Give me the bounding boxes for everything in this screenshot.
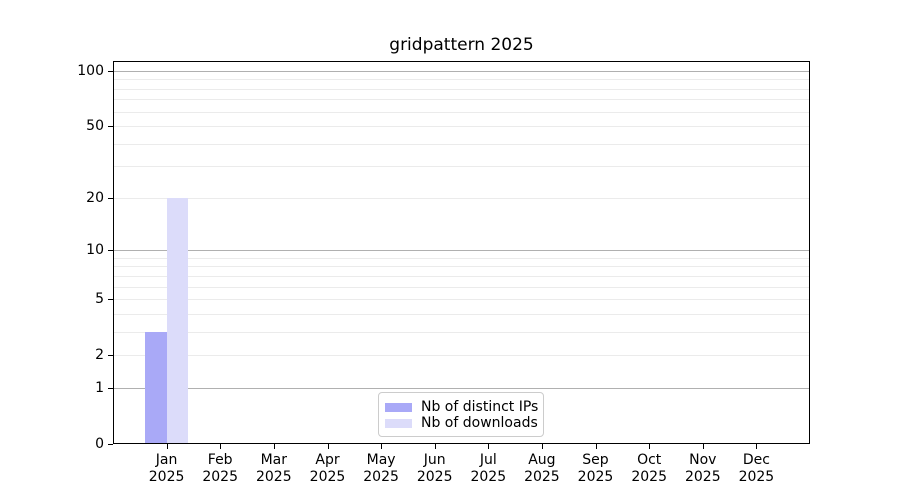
y-tick-label: 10 (86, 242, 104, 259)
bar-jan-series0 (145, 331, 167, 443)
x-tick-month: Jan (155, 452, 178, 468)
y-tick-mark (108, 387, 113, 389)
x-tick-label: Jan 2025 (137, 452, 197, 486)
y-tick-mark (108, 299, 113, 301)
minor-gridline (114, 143, 809, 145)
x-tick-label: Aug 2025 (512, 452, 572, 486)
plot-frame (113, 61, 810, 444)
x-tick-mark (220, 444, 222, 449)
x-tick-mark (381, 444, 383, 449)
x-tick-mark (541, 444, 543, 449)
minor-gridline (114, 313, 809, 315)
x-tick-label: Nov 2025 (673, 452, 733, 486)
y-tick-label: 20 (86, 189, 104, 206)
x-tick-year: 2025 (470, 469, 507, 485)
x-tick-month: Aug (528, 452, 556, 468)
x-tick-month: Oct (637, 452, 662, 468)
x-tick-year: 2025 (416, 469, 453, 485)
x-tick-label: Jun 2025 (405, 452, 465, 486)
x-tick-year: 2025 (255, 469, 292, 485)
x-tick-year: 2025 (524, 469, 560, 485)
bar-jan-series1 (166, 197, 189, 443)
minor-gridline (114, 286, 809, 288)
minor-gridline (114, 197, 809, 199)
x-tick-label: Jul 2025 (458, 452, 518, 486)
minor-gridline (114, 79, 809, 81)
minor-gridline (114, 355, 809, 357)
y-tick-label: 100 (77, 62, 104, 79)
minor-gridline (114, 266, 809, 268)
legend-swatch-distinct-ips (385, 402, 412, 412)
y-tick-label: 50 (86, 118, 104, 135)
minor-gridline (114, 88, 809, 90)
major-gridline (114, 70, 809, 72)
legend-item-distinct-ips: Nb of distinct IPs (385, 399, 543, 415)
minor-gridline (114, 331, 809, 333)
x-tick-month: Dec (742, 452, 770, 468)
minor-gridline (114, 299, 809, 301)
major-gridline (114, 387, 809, 389)
x-tick-mark (488, 444, 490, 449)
x-tick-mark (756, 444, 758, 449)
y-tick-mark (108, 250, 113, 252)
y-tick-label: 2 (95, 347, 104, 364)
minor-gridline (114, 126, 809, 128)
x-tick-year: 2025 (202, 469, 238, 485)
y-tick-mark (108, 197, 113, 199)
y-tick-label: 5 (95, 291, 104, 308)
minor-gridline (114, 99, 809, 101)
x-tick-year: 2025 (309, 469, 346, 485)
y-tick-label: 0 (95, 436, 104, 452)
x-tick-label: Dec 2025 (726, 452, 786, 486)
x-tick-month: Sep (582, 452, 609, 468)
x-tick-label: Oct 2025 (619, 452, 679, 486)
x-tick-label: Sep 2025 (566, 452, 626, 486)
major-gridline (114, 250, 809, 252)
y-tick-mark (108, 355, 113, 357)
x-tick-mark (273, 444, 275, 449)
y-tick-label: 1 (95, 379, 104, 396)
x-tick-month: Nov (689, 452, 717, 468)
x-tick-year: 2025 (684, 469, 721, 485)
x-tick-mark (166, 444, 168, 449)
x-tick-month: Apr (315, 452, 340, 468)
x-tick-month: Jun (423, 452, 446, 468)
x-tick-month: Jul (479, 452, 497, 468)
minor-gridline (114, 166, 809, 168)
x-tick-year: 2025 (577, 469, 614, 485)
x-tick-label: May 2025 (351, 452, 411, 486)
minor-gridline (114, 257, 809, 259)
x-tick-label: Mar 2025 (244, 452, 304, 486)
x-tick-year: 2025 (148, 469, 185, 485)
x-tick-label: Apr 2025 (298, 452, 358, 486)
x-tick-mark (649, 444, 651, 449)
x-tick-year: 2025 (738, 469, 775, 485)
x-tick-mark (595, 444, 597, 449)
legend-label-distinct-ips: Nb of distinct IPs (421, 399, 539, 415)
x-tick-label: Feb 2025 (190, 452, 250, 486)
legend-item-downloads: Nb of downloads (385, 415, 543, 431)
x-tick-mark (327, 444, 329, 449)
x-tick-month: Feb (207, 452, 233, 468)
x-tick-month: May (366, 452, 396, 468)
legend: Nb of distinct IPs Nb of downloads (378, 392, 544, 437)
legend-swatch-downloads (385, 418, 412, 428)
x-tick-month: Mar (260, 452, 287, 468)
legend-label-downloads: Nb of downloads (421, 415, 538, 431)
y-tick-mark (108, 126, 113, 128)
x-tick-year: 2025 (363, 469, 399, 485)
x-tick-mark (702, 444, 704, 449)
x-tick-year: 2025 (631, 469, 667, 485)
y-tick-mark (108, 444, 113, 445)
x-tick-mark (434, 444, 436, 449)
minor-gridline (114, 111, 809, 113)
y-tick-mark (108, 70, 113, 72)
minor-gridline (114, 275, 809, 277)
chart-title: gridpattern 2025 (389, 35, 534, 55)
